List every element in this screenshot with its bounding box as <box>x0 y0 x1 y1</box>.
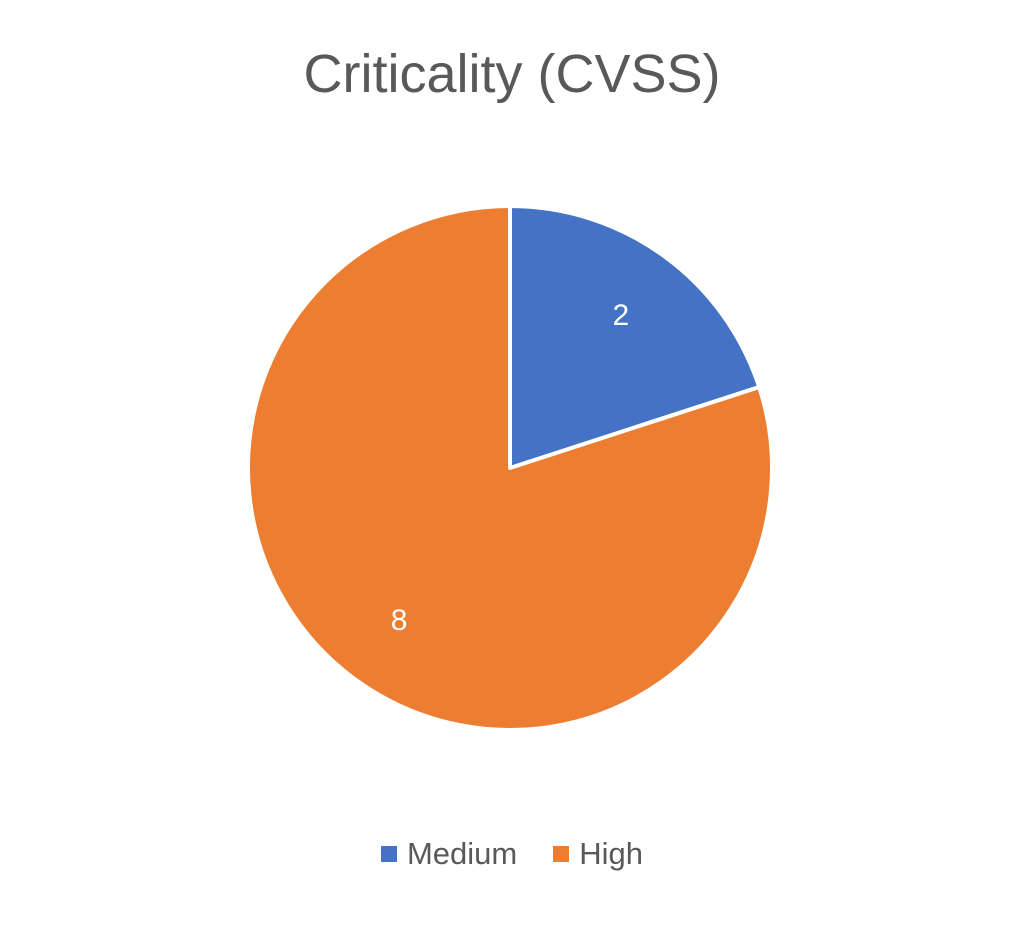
legend: Medium High <box>0 836 1024 872</box>
pie-data-labels: 28 <box>391 299 629 637</box>
pie-slices <box>246 204 774 732</box>
legend-label-medium: Medium <box>406 836 518 871</box>
legend-swatch-high <box>553 846 570 862</box>
data-label-medium: 2 <box>613 299 630 332</box>
data-label-high: 8 <box>391 604 408 637</box>
legend-label-high: High <box>579 836 644 871</box>
legend-swatch-medium <box>380 846 397 862</box>
chart-title: Criticality (CVSS) <box>303 44 721 104</box>
legend-item-high: High <box>553 836 643 872</box>
pie-slice-medium <box>508 204 762 470</box>
legend-item-medium: Medium <box>380 836 518 872</box>
pie-slice-high <box>246 204 774 732</box>
